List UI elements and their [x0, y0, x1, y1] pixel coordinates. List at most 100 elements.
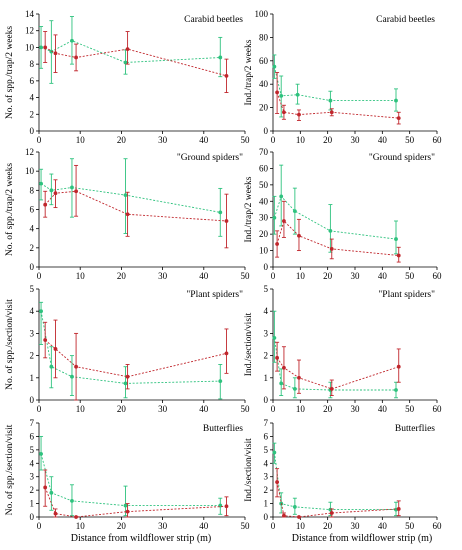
data-point-green: [394, 98, 398, 103]
data-point-red: [74, 55, 78, 60]
data-point-red: [224, 219, 229, 223]
series-line-red: [44, 487, 227, 518]
y-tick-label: 2: [30, 485, 35, 495]
y-tick-label: 0: [30, 126, 35, 136]
y-tick-label: 80: [259, 32, 269, 42]
y-tick-label: 20: [259, 229, 269, 239]
y-tick-label: 0: [264, 262, 269, 272]
x-tick-label: 10: [76, 404, 86, 414]
y-tick-label: 1: [30, 499, 35, 509]
data-point-green: [123, 193, 128, 198]
panel-4: 0 10 20 30 40 50 60 70 0 10 20 30 40 50 60 "Ground spid…: [244, 147, 442, 281]
x-tick-label: 20: [323, 404, 333, 414]
x-tick-label: 60: [433, 404, 443, 414]
data-point-green: [279, 94, 284, 98]
x-tick-label: 20: [117, 135, 127, 145]
data-point-red: [53, 51, 58, 56]
y-tick-label: 8: [30, 185, 35, 195]
x-tick-label: 0: [271, 404, 276, 414]
y-tick-label: 12: [25, 26, 34, 36]
x-tick-label: 10: [296, 271, 306, 281]
data-point-red: [125, 47, 130, 51]
y-tick-label: 4: [30, 458, 35, 468]
y-tick-label: 4: [30, 224, 35, 234]
panel-title: Carabid beetles: [376, 15, 435, 25]
x-tick-label: 0: [271, 135, 276, 145]
panel-title: "Plant spiders": [186, 290, 243, 300]
x-tick-label: 0: [37, 521, 42, 531]
data-point-red: [43, 202, 48, 207]
y-tick-label: 2: [30, 109, 35, 119]
data-point-green: [218, 210, 223, 215]
y-tick-label: 1: [264, 499, 269, 509]
data-point-green: [292, 387, 297, 391]
y-tick-label: 8: [30, 59, 35, 69]
x-tick-label: 30: [158, 521, 168, 531]
data-point-green: [218, 55, 223, 60]
data-point-red: [297, 515, 301, 519]
y-tick-label: 7: [30, 418, 35, 428]
x-axis-label-left: Distance from wildflower strip (m): [71, 533, 212, 544]
panel-title: "Ground spiders": [369, 153, 435, 163]
x-tick-label: 0: [37, 271, 42, 281]
y-tick-label: 3: [264, 328, 269, 338]
x-tick-label: 30: [351, 404, 361, 414]
data-point-green: [49, 49, 54, 54]
series-line-red: [276, 357, 399, 390]
y-axis-label: No. of spp./section/visit: [4, 299, 15, 390]
panel-title: "Plant spiders": [378, 290, 435, 300]
data-point-red: [282, 513, 286, 518]
data-point-red: [275, 90, 279, 95]
y-tick-label: 10: [259, 246, 269, 256]
y-tick-label: 3: [30, 472, 35, 482]
data-point-green: [272, 215, 277, 220]
y-tick-label: 4: [264, 458, 269, 468]
panel-title: Butterflies: [395, 423, 435, 434]
y-tick-label: 40: [259, 196, 269, 206]
x-tick-label: 20: [117, 521, 127, 531]
y-tick-label: 4: [264, 306, 269, 316]
data-point-red: [43, 485, 48, 490]
data-point-red: [43, 45, 48, 50]
data-point-green: [39, 309, 43, 314]
series-line-green: [273, 195, 397, 240]
x-tick-label: 50: [241, 521, 251, 531]
x-tick-label: 40: [199, 271, 209, 281]
data-point-red: [329, 511, 334, 515]
y-axis-label: No. of spp./trap/2 weeks: [4, 26, 15, 119]
y-tick-label: 0: [30, 262, 35, 272]
series-line-green: [273, 66, 396, 102]
y-tick-label: 70: [259, 147, 269, 157]
series-line-green: [40, 311, 221, 384]
y-axis-label: No. of spp./trap/2 weeks: [4, 163, 15, 256]
data-point-green: [218, 379, 223, 384]
x-tick-label: 40: [199, 404, 209, 414]
x-tick-label: 30: [158, 271, 168, 281]
data-point-red: [53, 191, 58, 196]
series-line-red: [276, 482, 399, 518]
y-tick-label: 0: [30, 395, 35, 405]
y-tick-label: 6: [30, 431, 35, 441]
y-tick-label: 7: [264, 418, 269, 428]
data-point-green: [272, 64, 277, 69]
data-point-green: [394, 237, 398, 241]
data-point-red: [43, 338, 48, 342]
data-point-red: [297, 112, 301, 117]
panel-title: Butterflies: [203, 423, 243, 434]
series-line-green: [40, 453, 221, 507]
data-point-green: [49, 490, 54, 495]
data-point-green: [123, 60, 128, 65]
y-axis-label: Ind./section/visit: [244, 438, 254, 502]
y-tick-label: 10: [25, 166, 35, 176]
x-tick-label: 20: [323, 271, 333, 281]
y-axis-label: Ind./trap/2 weeks: [244, 176, 254, 242]
data-point-red: [282, 219, 286, 223]
y-tick-label: 1: [30, 373, 35, 383]
x-tick-label: 50: [241, 135, 251, 145]
data-point-red: [329, 387, 334, 391]
y-tick-label: 3: [30, 328, 35, 338]
x-tick-label: 40: [378, 521, 388, 531]
data-point-red: [275, 355, 279, 360]
data-point-red: [329, 247, 334, 251]
